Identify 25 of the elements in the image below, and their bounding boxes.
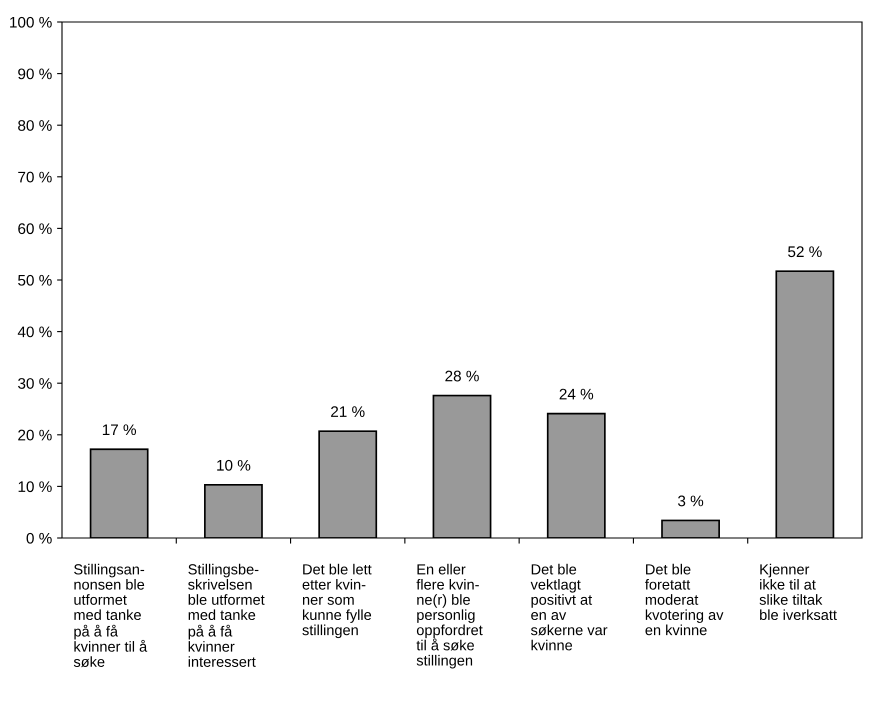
y-tick-label: 60 % <box>18 223 52 234</box>
x-tick-label: Kjenner ikke til at slike tiltak ble iverksatt <box>760 564 837 620</box>
y-tick-label: 80 % <box>18 120 52 131</box>
x-tick-label: Stillingsbe- skrivelsen ble utformet med tanke på å få kvinner interessert <box>188 564 265 667</box>
y-tick-label: 50 % <box>18 274 52 286</box>
y-tick-label: 0 % <box>26 532 52 544</box>
data-label: 10 % <box>217 460 250 471</box>
x-tick-label: En eller flere kvin- ne(r) ble personlig oppfordret til å søke stillingen <box>416 564 483 668</box>
y-tick-label: 10 % <box>18 481 52 492</box>
x-tick-label: Det ble foretatt moderat kvotering av en kvinne <box>645 564 724 636</box>
data-label: 17 % <box>102 424 136 436</box>
y-tick-label: 70 % <box>18 172 52 182</box>
y-tick-label: 40 % <box>18 326 52 338</box>
data-label: 28 % <box>445 370 479 382</box>
y-tick-label: 30 % <box>18 378 52 389</box>
data-label: 52 % <box>788 246 822 258</box>
y-tick-label: 100 % <box>10 16 52 28</box>
x-tick-label: Det ble lett etter kvin- ner som kunne fylle stillingen <box>302 564 372 638</box>
data-label: 21 % <box>331 406 365 417</box>
x-tick-label: Det ble vektlagt positivt at en av søkerne var kvinne <box>530 564 608 650</box>
data-label: 3 % <box>678 496 704 506</box>
y-tick-label: 90 % <box>18 68 52 80</box>
x-tick-label: Stillingsan- nonsen ble utformet med tanke på å få kvinner til å søke <box>74 564 148 668</box>
data-label: 24 % <box>560 388 594 400</box>
y-tick-label: 20 % <box>18 430 52 440</box>
